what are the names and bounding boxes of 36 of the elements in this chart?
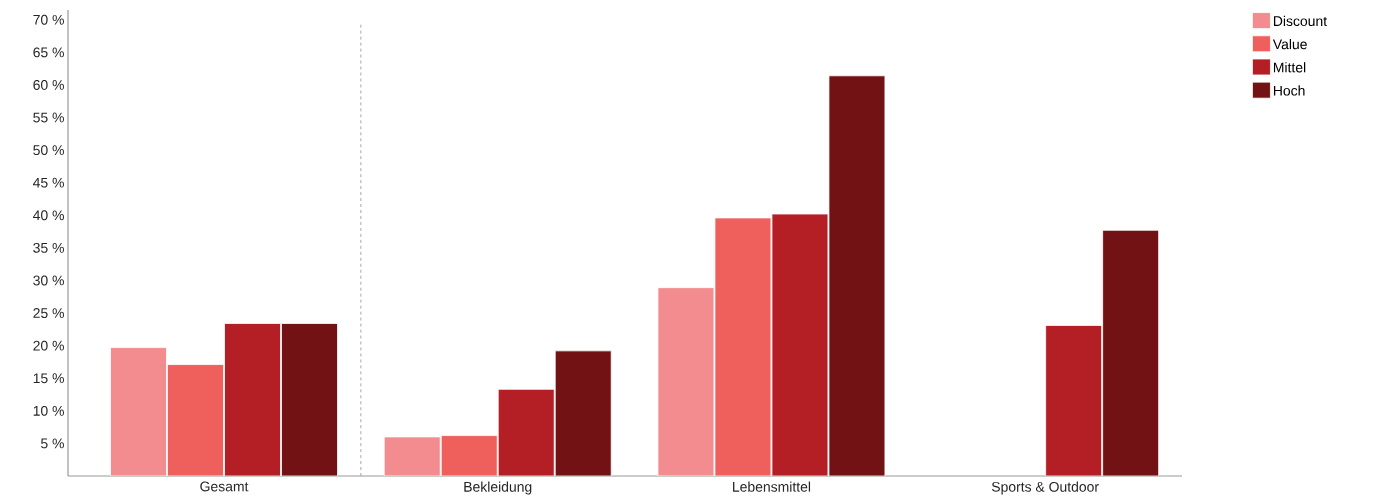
x-tick-label: Gesamt <box>200 481 249 492</box>
y-tick-label: 40 % <box>33 210 64 221</box>
y-tick-label: 25 % <box>33 308 64 318</box>
x-tick-label: Lebensmittel <box>733 481 811 492</box>
y-tick-label: 60 % <box>33 80 64 90</box>
bar <box>1045 325 1103 476</box>
y-tick-label: 70 % <box>33 14 64 25</box>
legend-label: Mittel <box>1273 62 1306 73</box>
bar <box>440 435 498 476</box>
bar <box>714 217 772 476</box>
bar <box>110 347 167 476</box>
bar <box>383 436 441 476</box>
y-tick-label: 50 % <box>33 145 64 156</box>
y-tick-label: 45 % <box>33 177 64 188</box>
legend-label: Discount <box>1273 15 1327 27</box>
bar <box>281 323 338 476</box>
y-tick-label: 35 % <box>33 242 64 253</box>
y-tick-label: 10 % <box>33 405 64 416</box>
bar <box>657 287 715 476</box>
legend-label: Value <box>1272 38 1307 50</box>
y-tick-label: 30 % <box>33 275 64 286</box>
y-tick-label: 65 % <box>33 47 64 58</box>
bar <box>167 364 224 476</box>
bar <box>1102 229 1160 476</box>
bar <box>224 323 281 476</box>
y-tick-label: 20 % <box>33 340 64 351</box>
x-tick-label: Bekleidung <box>464 481 532 495</box>
legend-label: Hoch <box>1273 85 1305 96</box>
y-tick-label: 55 % <box>33 112 64 123</box>
bar <box>828 75 886 476</box>
bar <box>554 350 612 476</box>
bar <box>497 388 555 476</box>
x-tick-label: Sports & Outdoor <box>991 481 1099 495</box>
y-tick-label: 5 % <box>41 438 64 449</box>
bar <box>771 213 829 476</box>
y-tick-label: 15 % <box>33 373 64 384</box>
